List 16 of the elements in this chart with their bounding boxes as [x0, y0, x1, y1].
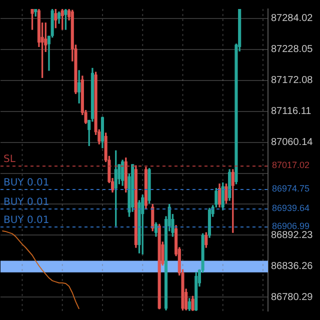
ref-line-label: SL	[4, 154, 16, 166]
y-tick-label: 86836.26	[271, 260, 314, 272]
ref-line-label: BUY 0.01	[4, 196, 50, 208]
text: 86939.64	[272, 202, 310, 213]
text: 86906.99	[272, 221, 310, 232]
y-tick-label: 86780.29	[271, 292, 314, 303]
ref-line-label: BUY 0.01	[4, 215, 50, 226]
text: 86974.75	[272, 184, 310, 194]
y-tick-label: 87172.08	[271, 75, 314, 86]
y-tick-label: 87060.14	[271, 137, 314, 148]
y-tick-label: 87228.05	[271, 44, 314, 56]
y-tick-label: 86892.23	[271, 230, 314, 241]
text: 87017.02	[272, 160, 310, 170]
y-tick-label: 87284.02	[271, 13, 314, 24]
ref-line-label: BUY 0.01	[4, 178, 50, 189]
y-tick-label: 87116.11	[271, 106, 312, 118]
